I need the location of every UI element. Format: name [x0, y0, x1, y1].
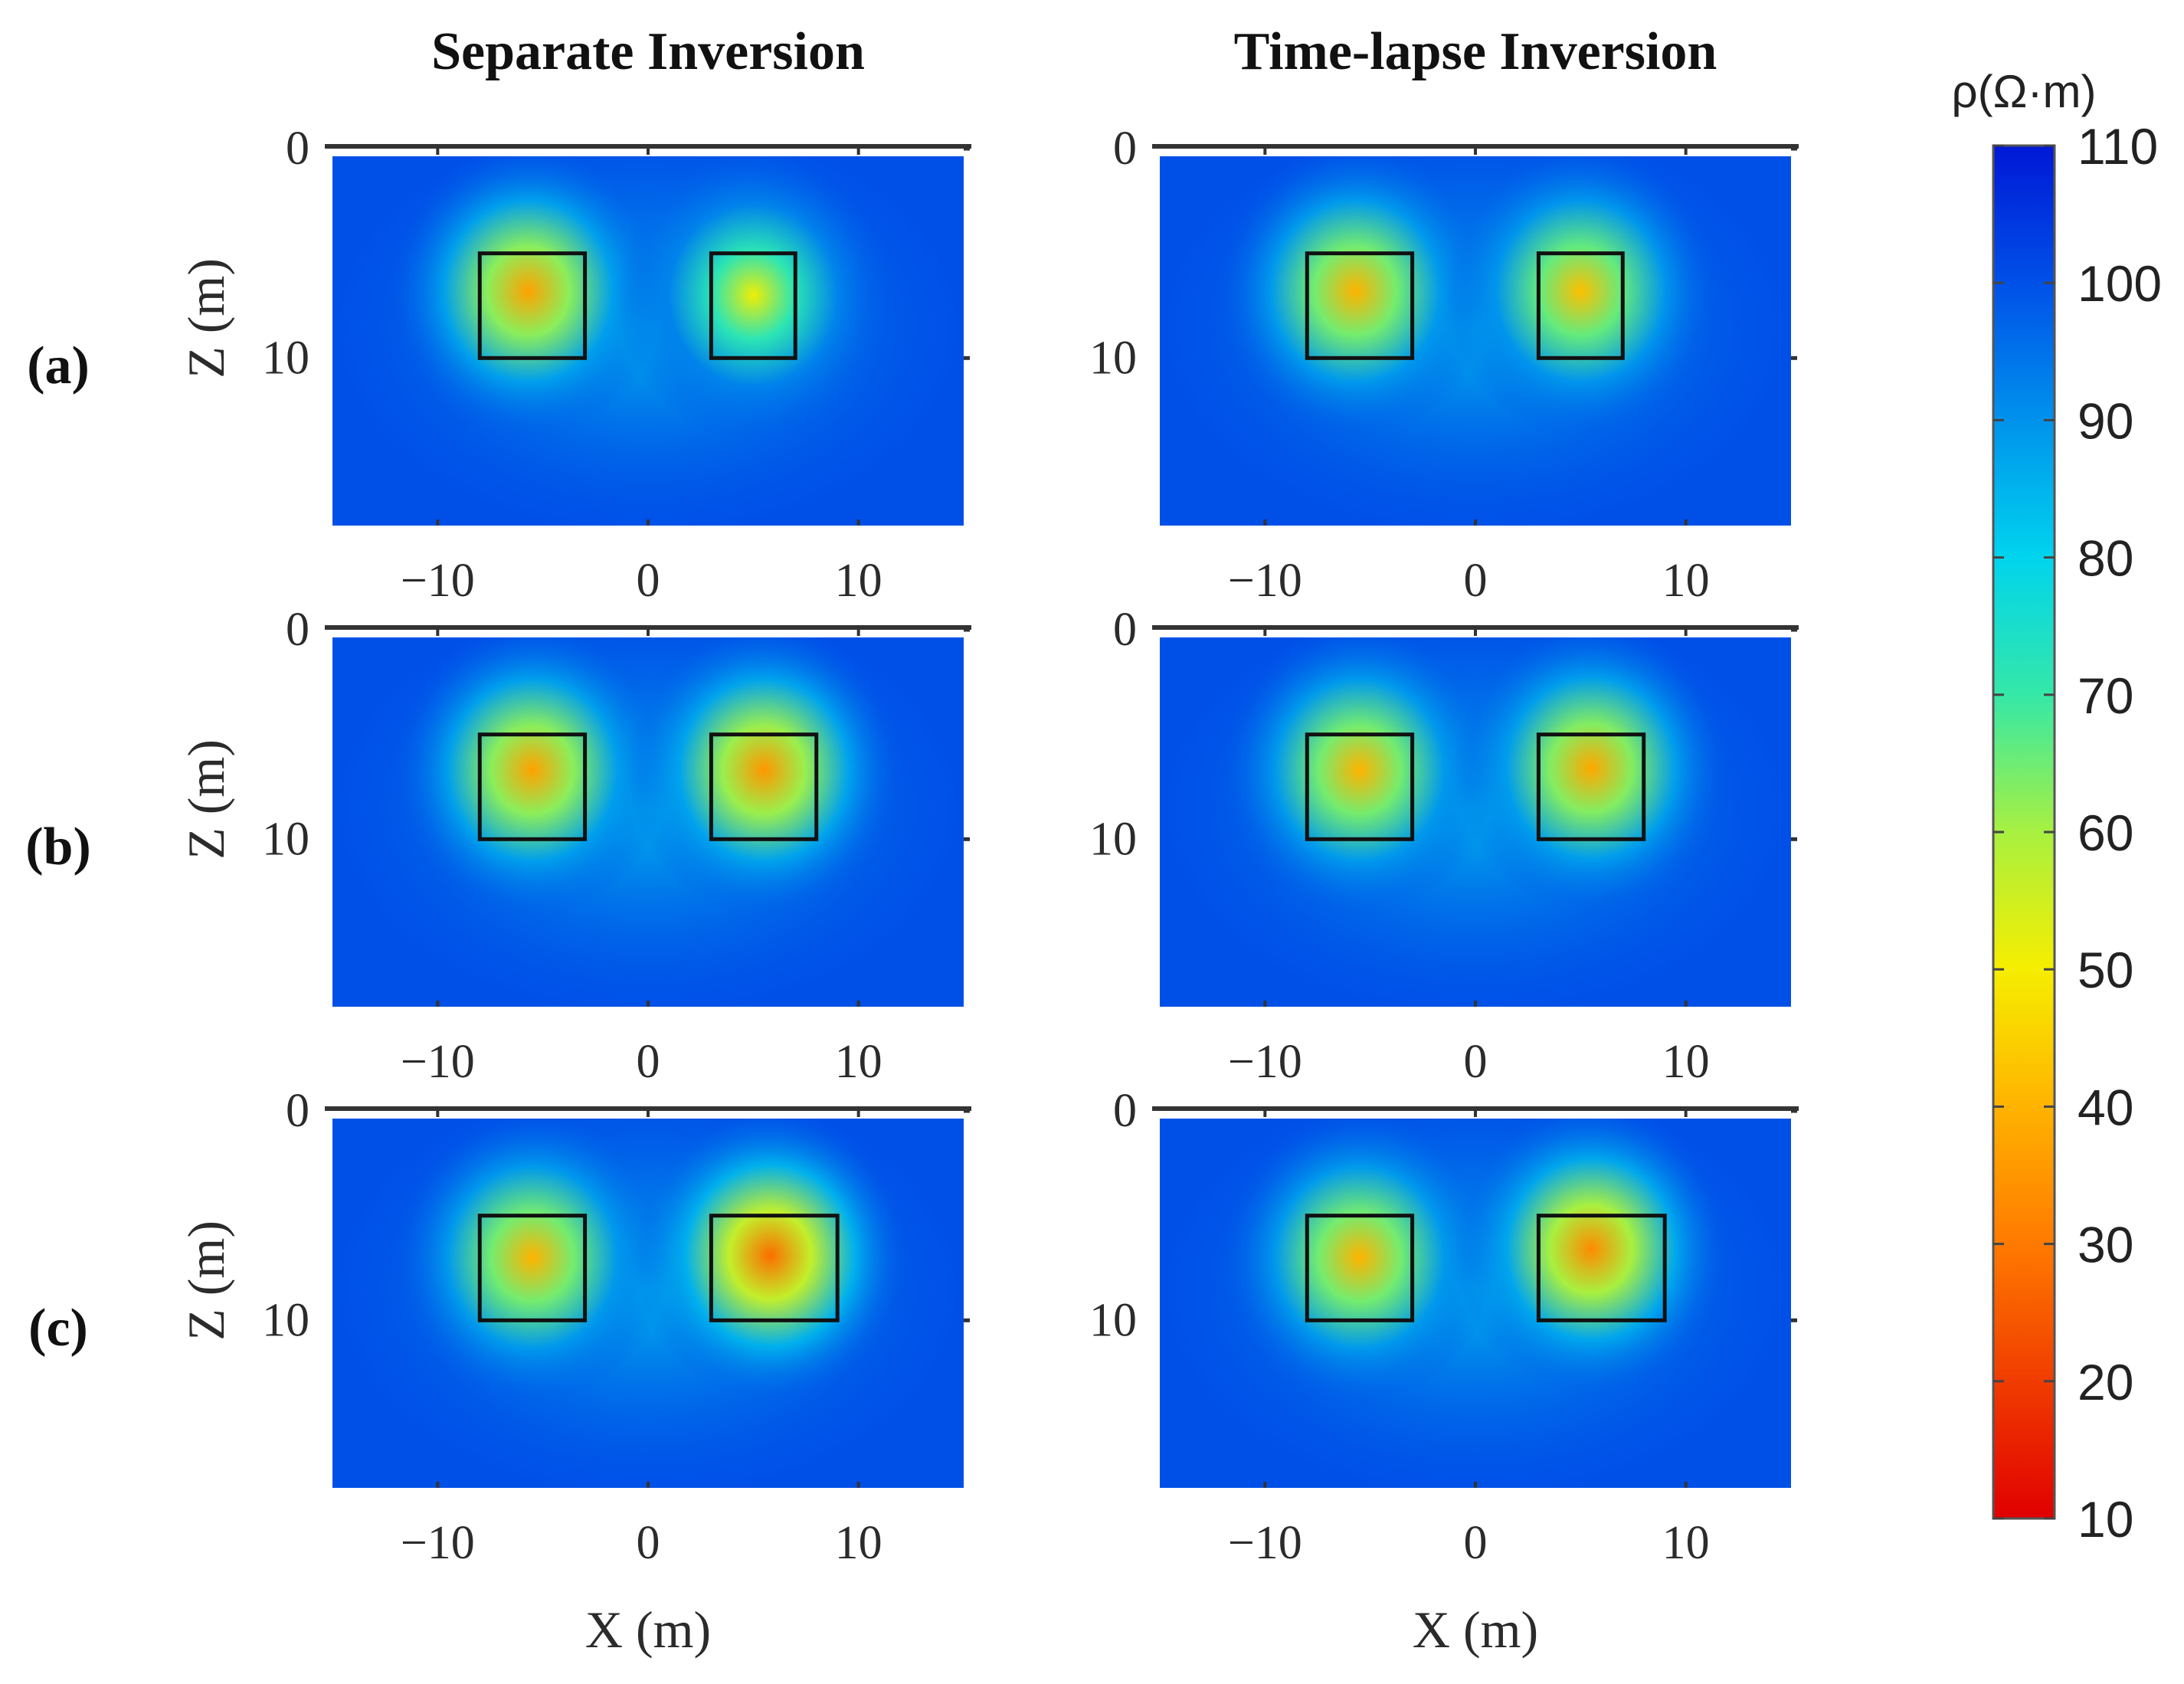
x-tick-label: 10: [1662, 555, 1710, 607]
x-tick-label: −10: [1228, 1036, 1302, 1088]
target-box: [709, 251, 797, 360]
row-label-b: (b): [25, 817, 91, 876]
x-tick-label: −10: [1228, 1517, 1302, 1569]
y-tick-label: 10: [1089, 332, 1137, 384]
anomaly: [633, 1111, 907, 1402]
y-tick-label: 0: [286, 123, 309, 175]
x-tick-label: −10: [1228, 555, 1302, 607]
x-tick-label: 10: [835, 555, 882, 607]
target-box: [1305, 1214, 1415, 1322]
target-box: [1536, 251, 1625, 360]
target-box: [1305, 251, 1415, 360]
anomaly: [1223, 1111, 1497, 1404]
anomaly: [1218, 149, 1492, 438]
y-axis-label: Z (m): [177, 1220, 235, 1341]
y-tick-label: 10: [262, 332, 309, 384]
y-axis-label: Z (m): [177, 739, 235, 860]
resistivity-field: [332, 1111, 964, 1488]
y-tick-label: 10: [262, 1294, 309, 1346]
target-box: [477, 1214, 588, 1322]
resistivity-field: [332, 630, 964, 1007]
x-axis-label: X (m): [585, 1600, 711, 1659]
x-tick-label: 0: [637, 555, 660, 607]
panel-a-separate: −10 0 10 0 10 Z (m): [177, 123, 971, 607]
x-tick-label: 10: [835, 1517, 882, 1569]
y-tick-label: 0: [1113, 604, 1137, 656]
target-box: [709, 1214, 840, 1322]
colorbar-tick-label: 10: [2078, 1491, 2133, 1548]
resistivity-field: [1160, 149, 1791, 526]
anomaly: [395, 1111, 670, 1404]
column-title-separate: Separate Inversion: [431, 22, 865, 81]
anomaly: [1223, 630, 1497, 917]
target-box: [1305, 732, 1415, 841]
x-tick-label: 0: [1464, 555, 1488, 607]
x-tick-label: −10: [401, 1517, 475, 1569]
target-box: [709, 732, 819, 841]
x-tick-label: 0: [1464, 1517, 1488, 1569]
anomaly: [1443, 149, 1717, 438]
column-title-timelapse: Time-lapse Inversion: [1234, 22, 1717, 81]
x-tick-label: 0: [637, 1036, 660, 1088]
target-box: [477, 251, 588, 360]
colorbar-tick-label: 20: [2078, 1354, 2133, 1410]
anomaly: [616, 149, 890, 442]
anomaly: [627, 630, 901, 917]
x-tick-label: 10: [1662, 1036, 1710, 1088]
panel-c-timelapse: −10 0 10 0 10 X (m): [1089, 1085, 1799, 1659]
anomaly: [1454, 630, 1728, 915]
x-tick-label: −10: [401, 1036, 475, 1088]
colorbar-tick-label: 110: [2078, 118, 2158, 175]
y-tick-label: 0: [286, 604, 309, 656]
y-tick-label: 0: [1113, 1085, 1137, 1137]
x-tick-label: 10: [1662, 1517, 1710, 1569]
panel-b-separate: −10 0 10 0 10 Z (m): [177, 604, 971, 1088]
colorbar-ticks: 10 20 30 40 50 60 70 80 90 100 110: [1993, 118, 2162, 1548]
colorbar-tick-label: 100: [2078, 255, 2162, 312]
colorbar-tick-label: 60: [2078, 804, 2133, 861]
y-tick-label: 10: [1089, 1294, 1137, 1346]
target-box: [477, 732, 588, 841]
colorbar-tick-label: 40: [2078, 1079, 2133, 1135]
x-tick-label: 0: [1464, 1036, 1488, 1088]
x-tick-label: 0: [637, 1517, 660, 1569]
colorbar-tick-label: 50: [2078, 942, 2133, 998]
y-tick-label: 0: [1113, 123, 1137, 175]
x-tick-label: 10: [835, 1036, 882, 1088]
target-box: [1536, 1214, 1667, 1322]
y-axis-label: Z (m): [177, 258, 235, 378]
resistivity-field: [1160, 1111, 1791, 1488]
panel-b-timelapse: −10 0 10 0 10: [1089, 604, 1799, 1088]
row-label-a: (a): [27, 336, 90, 395]
colorbar-tick-label: 80: [2078, 530, 2133, 587]
panel-c-separate: −10 0 10 0 10 Z (m) X (m): [177, 1085, 971, 1659]
x-axis-label: X (m): [1413, 1600, 1538, 1659]
row-label-c: (c): [28, 1299, 88, 1358]
colorbar: ρ(Ω·m) 10 20 30 40 50 60 70 80 90 100 110: [1952, 66, 2163, 1548]
colorbar-label: ρ(Ω·m): [1952, 66, 2097, 117]
anomaly: [395, 630, 670, 917]
anomaly: [1454, 1111, 1728, 1396]
target-box: [1536, 732, 1646, 841]
resistivity-field: [332, 149, 964, 526]
colorbar-tick-label: 90: [2078, 392, 2133, 449]
colorbar-tick-label: 70: [2078, 667, 2133, 724]
y-tick-label: 10: [262, 813, 309, 865]
y-tick-label: 10: [1089, 813, 1137, 865]
resistivity-field: [1160, 630, 1791, 1007]
panel-a-timelapse: −10 0 10 0 10: [1089, 123, 1799, 607]
x-tick-label: −10: [401, 555, 475, 607]
colorbar-tick-label: 30: [2078, 1217, 2133, 1273]
anomaly: [391, 149, 665, 438]
y-tick-label: 0: [286, 1085, 309, 1137]
